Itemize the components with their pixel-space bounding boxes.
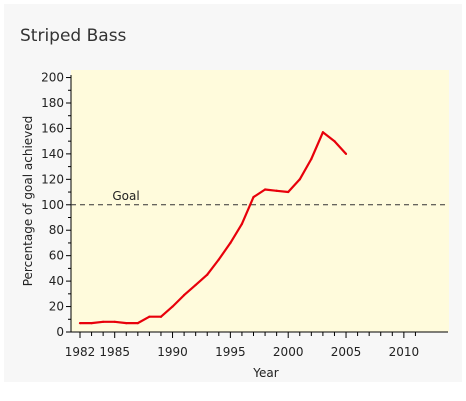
- data-point: [90, 321, 93, 325]
- x-tick-label: 1995: [215, 345, 246, 359]
- data-point: [113, 320, 116, 323]
- data-point: [206, 273, 209, 276]
- y-tick-label: 40: [49, 274, 64, 288]
- data-point: [333, 140, 336, 143]
- data-point: [252, 196, 255, 199]
- data-point: [78, 321, 82, 325]
- data-point: [263, 188, 267, 191]
- data-point: [171, 305, 174, 308]
- data-point: [102, 320, 105, 323]
- chart-title: Striped Bass: [20, 26, 127, 46]
- plot-area: [71, 70, 449, 332]
- x-tick-label: 1985: [99, 345, 130, 359]
- y-tick-label: 120: [41, 172, 64, 186]
- data-point: [183, 294, 186, 297]
- y-tick-label: 160: [41, 121, 64, 135]
- data-point: [240, 222, 244, 225]
- x-tick-label: 1990: [157, 345, 188, 359]
- x-tick-label: 2000: [273, 345, 304, 359]
- data-point: [344, 152, 348, 155]
- data-point: [148, 315, 151, 318]
- x-tick-label: 1982: [65, 345, 96, 359]
- data-point: [217, 258, 220, 261]
- data-point: [159, 315, 163, 318]
- x-tick-label: 2010: [389, 345, 420, 359]
- y-axis-label: Percentage of goal achieved: [21, 116, 35, 287]
- data-point: [298, 178, 301, 181]
- series-line: [80, 131, 347, 325]
- y-tick-label: 180: [41, 96, 64, 110]
- data-point: [125, 321, 128, 325]
- y-tick-label: 0: [56, 325, 64, 339]
- y-tick-label: 20: [49, 300, 64, 314]
- data-point: [321, 131, 324, 134]
- goal-label: Goal: [112, 189, 139, 203]
- data-point: [194, 283, 197, 287]
- data-point: [287, 190, 290, 194]
- y-tick-label: 80: [49, 223, 64, 237]
- data-point: [275, 189, 278, 192]
- y-tick-label: 140: [41, 147, 64, 161]
- x-axis-label: Year: [252, 366, 278, 380]
- data-point: [310, 157, 313, 161]
- y-tick-label: 100: [41, 198, 64, 212]
- y-tick-label: 200: [41, 71, 64, 85]
- data-point: [136, 321, 139, 325]
- data-point: [229, 241, 232, 245]
- y-tick-label: 60: [49, 249, 64, 263]
- x-tick-label: 2005: [331, 345, 362, 359]
